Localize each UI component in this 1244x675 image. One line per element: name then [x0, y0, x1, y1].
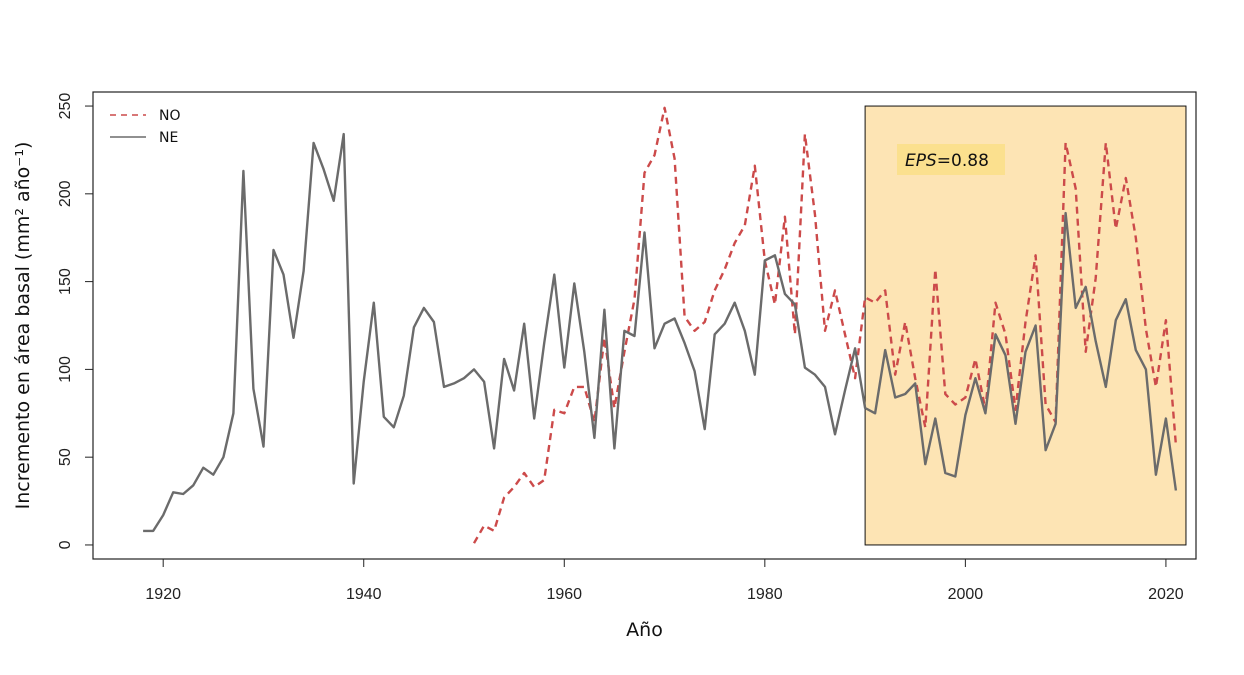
x-tick-label: 2000: [948, 586, 984, 603]
y-axis: 0 50 100 150 200 250: [57, 93, 94, 549]
eps-label-italic: EPS: [905, 151, 937, 171]
eps-label-background: [897, 144, 1005, 175]
legend-label-no: NO: [159, 108, 181, 124]
y-axis-title: Incremento en área basal (mm² año⁻¹): [12, 142, 34, 510]
x-tick-label: 1980: [747, 586, 783, 603]
x-tick-label: 2020: [1148, 586, 1184, 603]
y-tick-label: 0: [57, 540, 74, 549]
x-tick-label: 1960: [546, 586, 582, 603]
series-layer: [143, 106, 1178, 544]
eps-label-value: =0.88: [937, 151, 989, 171]
legend-label-ne: NE: [159, 130, 178, 146]
y-tick-label: 200: [57, 180, 74, 207]
x-tick-label: 1920: [145, 586, 181, 603]
legend: NO NE: [110, 108, 181, 146]
y-tick-label: 100: [57, 356, 74, 383]
series-line-ne: [143, 132, 1178, 533]
eps-label: EPS=0.88: [905, 151, 989, 171]
x-axis: 1920 1940 1960 1980 2000 2020: [145, 558, 1184, 603]
x-tick-label: 1940: [346, 586, 382, 603]
y-tick-label: 50: [57, 448, 74, 466]
y-tick-label: 150: [57, 268, 74, 295]
y-tick-label: 250: [57, 93, 74, 120]
x-axis-title: Año: [626, 619, 663, 641]
